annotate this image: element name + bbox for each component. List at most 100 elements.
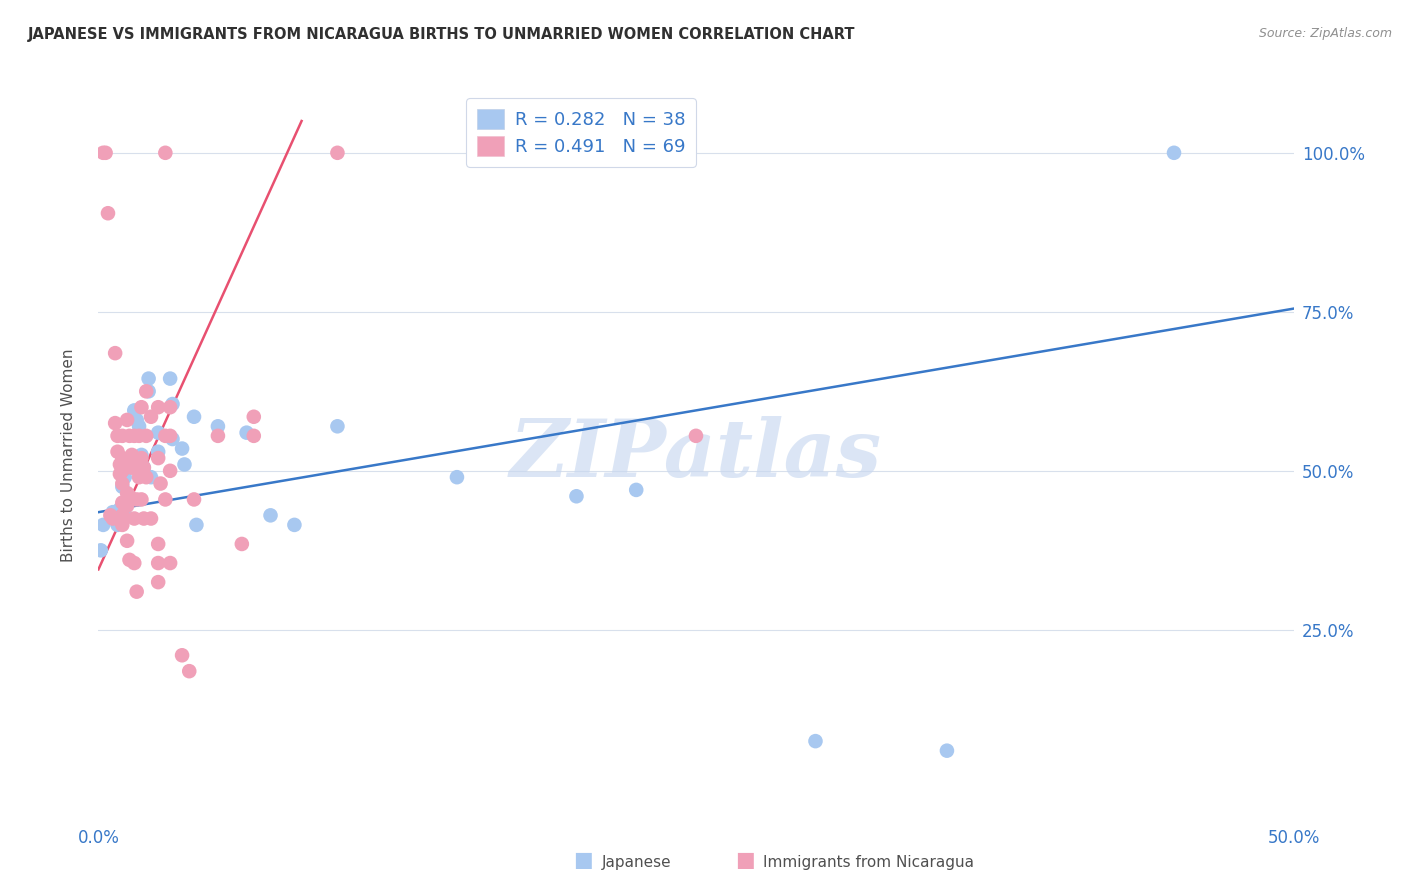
Point — [101, 511, 124, 525]
Point — [108, 458, 131, 472]
Point — [107, 444, 129, 458]
Point — [207, 419, 229, 434]
Point — [149, 476, 172, 491]
Point — [148, 444, 170, 458]
Point — [139, 409, 162, 424]
Point — [159, 556, 181, 570]
Text: JAPANESE VS IMMIGRANTS FROM NICARAGUA BIRTHS TO UNMARRIED WOMEN CORRELATION CHAR: JAPANESE VS IMMIGRANTS FROM NICARAGUA BI… — [28, 27, 856, 42]
Point — [159, 429, 181, 443]
Point — [128, 429, 150, 443]
Point — [125, 492, 148, 507]
Point — [128, 419, 150, 434]
Point — [98, 508, 122, 523]
Point — [231, 537, 253, 551]
Point — [804, 734, 827, 748]
Text: Japanese: Japanese — [602, 855, 672, 870]
Point — [148, 425, 170, 440]
Point — [118, 429, 141, 443]
Point — [125, 413, 148, 427]
Point — [148, 537, 170, 551]
Point — [148, 556, 170, 570]
Point — [148, 401, 170, 415]
Point — [121, 448, 143, 462]
Point — [108, 467, 131, 481]
Text: ZIPatlas: ZIPatlas — [510, 417, 882, 493]
Point — [135, 429, 157, 443]
Point — [124, 460, 146, 475]
Point — [148, 451, 170, 466]
Point — [118, 492, 141, 507]
Point — [111, 517, 134, 532]
Point — [118, 489, 141, 503]
Point — [104, 511, 127, 525]
Point — [159, 401, 181, 415]
Point — [124, 403, 146, 417]
Point — [159, 464, 181, 478]
Point — [135, 470, 157, 484]
Point — [183, 492, 205, 507]
Point — [114, 502, 136, 516]
Point — [91, 517, 114, 532]
Point — [115, 499, 138, 513]
Point — [131, 448, 153, 462]
Point — [162, 432, 184, 446]
Point — [104, 346, 127, 360]
Point — [115, 413, 138, 427]
Point — [114, 470, 136, 484]
Point — [107, 429, 129, 443]
Point — [111, 429, 134, 443]
Point — [111, 451, 134, 466]
Point — [626, 483, 648, 497]
Point — [91, 145, 114, 160]
Point — [207, 429, 229, 443]
Point — [111, 508, 134, 523]
Point — [111, 480, 134, 494]
Point — [162, 397, 184, 411]
Point — [115, 533, 138, 548]
Point — [565, 489, 588, 503]
Point — [124, 556, 146, 570]
Point — [172, 648, 194, 663]
Point — [138, 384, 160, 399]
Point — [243, 409, 266, 424]
Point — [1163, 145, 1185, 160]
Point — [186, 517, 208, 532]
Point — [131, 451, 153, 466]
Point — [115, 458, 138, 472]
Point — [155, 492, 177, 507]
Point — [94, 145, 117, 160]
Point — [172, 442, 194, 456]
Point — [124, 429, 146, 443]
Point — [125, 460, 148, 475]
Point — [138, 371, 160, 385]
Point — [173, 458, 195, 472]
Point — [132, 460, 155, 475]
Point — [132, 511, 155, 525]
Point — [128, 470, 150, 484]
Point — [155, 429, 177, 443]
Point — [111, 464, 134, 478]
Text: Immigrants from Nicaragua: Immigrants from Nicaragua — [763, 855, 974, 870]
Point — [159, 371, 181, 385]
Y-axis label: Births to Unmarried Women: Births to Unmarried Women — [62, 348, 76, 562]
Point — [97, 206, 120, 220]
Point — [183, 409, 205, 424]
Text: Source: ZipAtlas.com: Source: ZipAtlas.com — [1258, 27, 1392, 40]
Point — [131, 492, 153, 507]
Point — [326, 145, 349, 160]
Point — [131, 401, 153, 415]
Point — [108, 502, 131, 516]
Point — [121, 460, 143, 475]
Point — [111, 476, 134, 491]
Point — [107, 517, 129, 532]
Point — [155, 145, 177, 160]
Text: ■: ■ — [735, 850, 755, 870]
Point — [90, 543, 112, 558]
Point — [235, 425, 257, 440]
Point — [139, 470, 162, 484]
Point — [124, 511, 146, 525]
Legend: R = 0.282   N = 38, R = 0.491   N = 69: R = 0.282 N = 38, R = 0.491 N = 69 — [465, 98, 696, 167]
Point — [132, 460, 155, 475]
Point — [685, 429, 707, 443]
Point — [104, 416, 127, 430]
